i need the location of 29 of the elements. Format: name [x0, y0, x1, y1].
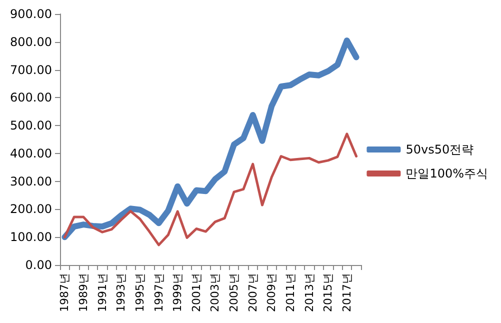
- x-tick-label: 1997년: [152, 273, 166, 312]
- x-tick-label: 1987년: [58, 273, 72, 312]
- x-tick-label: 2011년: [284, 273, 297, 312]
- legend-label: 만일100%주식: [406, 166, 488, 180]
- y-tick-label: 100.00: [10, 230, 52, 244]
- y-tick-label: 600.00: [10, 90, 52, 105]
- x-tick-label: 1989년: [77, 273, 90, 312]
- x-tick-label: 2015년: [322, 273, 335, 312]
- x-tick-label: 2007년: [246, 273, 260, 312]
- x-tick-label: 1991년: [96, 273, 109, 312]
- x-tick-label: 1993년: [114, 273, 128, 312]
- x-tick-label: 2003년: [208, 273, 222, 312]
- y-tick-label: 900.00: [10, 7, 52, 21]
- y-tick-label: 500.00: [10, 118, 52, 133]
- y-tick-label: 800.00: [10, 34, 52, 49]
- x-tick-label: 1995년: [133, 273, 146, 312]
- x-tick-label: 1999년: [171, 273, 184, 312]
- x-tick-label: 2001년: [190, 273, 203, 312]
- y-tick-label: 200.00: [10, 202, 52, 216]
- x-tick-label: 2017년: [340, 273, 354, 312]
- x-tick-label: 2009년: [265, 273, 278, 312]
- y-tick-label: 400.00: [10, 146, 52, 160]
- y-tick-label: 300.00: [10, 174, 52, 188]
- y-tick-label: 700.00: [10, 62, 52, 77]
- x-tick-label: 2005년: [228, 273, 241, 312]
- x-tick-label: 2013년: [302, 273, 316, 312]
- line-series: [63, 132, 358, 246]
- legend-label: 50vs50전략: [406, 142, 474, 156]
- y-tick-label: 0.00: [25, 258, 52, 272]
